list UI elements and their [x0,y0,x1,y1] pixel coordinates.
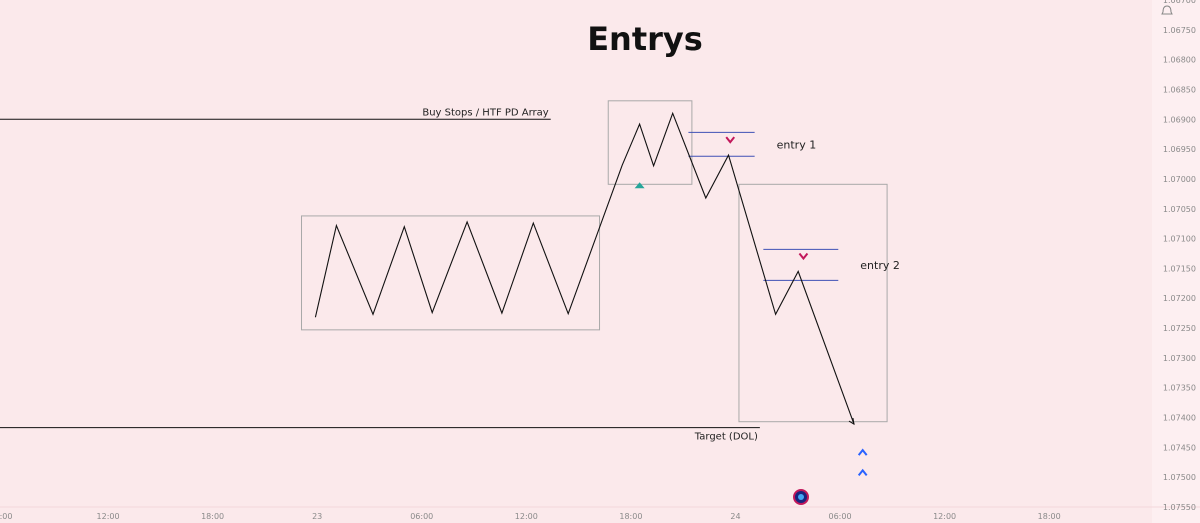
y-axis-panel [1152,0,1200,523]
x-tick-label: 18:00 [1038,512,1061,521]
x-tick-label: 12:00 [97,512,120,521]
y-tick-label: 1.06850 [1163,85,1196,94]
range-box[interactable] [301,215,601,331]
level-layer: Buy Stops / HTF PD Array Target (DOL) [0,107,760,443]
x-tick-label: 06:00 [410,512,433,521]
box-layer [301,100,888,423]
entry-layer: entry 1 entry 2 [688,131,900,281]
x-tick-label: 18:00 [619,512,642,521]
x-tick-label: 23 [312,512,322,521]
buy-chevron-icon [857,468,868,477]
y-tick-label: 1.06800 [1163,56,1196,65]
range-box[interactable] [607,100,693,185]
y-tick-label: 1.06900 [1163,115,1196,124]
alert-bell-icon[interactable] [1161,5,1173,15]
y-axis-ticks: 1.06700 1.06750 1.06800 1.06850 1.06900 1.069… [1161,0,1196,512]
price-path-line[interactable] [314,111,855,425]
y-tick-label: 1.07000 [1163,175,1196,184]
y-tick-label: 1.07350 [1163,384,1196,393]
x-axis-ticks: 6:00 12:00 18:00 23 06:00 12:00 18:00 24 06:00 12… [0,512,1061,521]
replay-icon-core [798,494,804,500]
y-tick-label: 1.07450 [1163,443,1196,452]
y-tick-label: 1.07100 [1163,235,1196,244]
y-tick-label: 1.07200 [1163,294,1196,303]
y-tick-label: 1.06700 [1163,0,1196,5]
y-tick-label: 1.07250 [1163,324,1196,333]
y-tick-label: 1.07150 [1163,264,1196,273]
entry-label: entry 2 [860,259,900,272]
y-tick-label: 1.06750 [1163,26,1196,35]
replay-button[interactable] [793,489,809,505]
entry-label: entry 1 [777,138,817,151]
arrow-head-icon [848,418,855,426]
x-tick-label: 18:00 [201,512,224,521]
y-tick-label: 1.07550 [1163,503,1196,512]
y-tick-label: 1.07400 [1163,414,1196,423]
y-tick-label: 1.07500 [1163,473,1196,482]
marker-layer [634,182,868,477]
buy-chevron-icon [857,448,868,456]
chart-title: Entrys [587,20,703,58]
bullish-triangle-icon [634,182,645,189]
level-label: Target (DOL) [694,432,758,443]
sell-chevron-icon [725,136,736,144]
x-tick-label: 24 [730,512,740,521]
x-tick-label: 06:00 [829,512,852,521]
y-tick-label: 1.07300 [1163,354,1196,363]
series-layer [314,111,855,426]
sell-chevron-icon [798,252,809,261]
y-tick-label: 1.06950 [1163,145,1196,154]
x-tick-label: 12:00 [933,512,956,521]
range-box[interactable] [738,183,888,423]
level-label: Buy Stops / HTF PD Array [422,107,548,118]
x-tick-label: 12:00 [515,512,538,521]
x-tick-label: 6:00 [0,512,12,521]
y-tick-label: 1.07050 [1163,205,1196,214]
